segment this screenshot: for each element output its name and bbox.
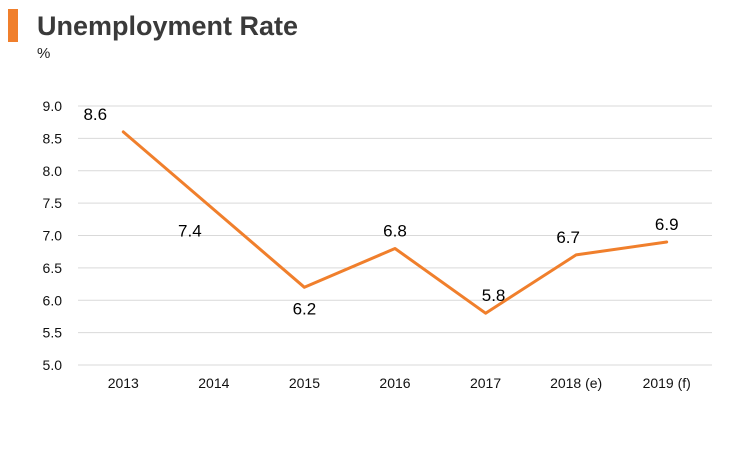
data-label: 7.4 [178,222,202,241]
y-tick-label: 6.5 [43,260,63,276]
data-label: 6.9 [655,215,679,234]
data-label: 6.7 [556,228,580,247]
x-tick-label: 2014 [198,375,229,391]
x-tick-label: 2017 [470,375,501,391]
y-tick-label: 8.0 [43,163,63,179]
y-axis-ticks: 9.0 8.5 8.0 7.5 7.0 6.5 6.0 5.5 5.0 [43,98,63,373]
series-line [121,130,669,315]
y-tick-label: 7.0 [43,228,63,244]
data-label: 6.2 [293,299,317,318]
gridlines [78,105,712,366]
title-accent-bar [8,9,18,42]
series-group [121,130,669,315]
x-tick-label: 2016 [379,375,410,391]
y-tick-label: 7.5 [43,195,63,211]
data-label: 6.8 [383,221,407,240]
data-label: 5.8 [482,286,506,305]
x-tick-label: 2018 (e) [550,375,602,391]
y-tick-label: 6.0 [43,292,63,308]
x-axis-ticks: 2013 2014 2015 2016 2017 2018 (e) 2019 (f) [108,375,691,391]
x-tick-label: 2013 [108,375,139,391]
y-tick-label: 5.0 [43,357,63,373]
chart-title: Unemployment Rate [37,11,299,41]
y-tick-label: 8.5 [43,130,63,146]
y-tick-label: 5.5 [43,325,63,341]
data-labels: 8.6 7.4 6.2 6.8 5.8 6.7 6.9 [83,105,678,318]
x-tick-label: 2019 (f) [643,375,691,391]
x-tick-label: 2015 [289,375,320,391]
data-label: 8.6 [83,105,107,124]
y-tick-label: 9.0 [43,98,63,114]
y-axis-unit-label: % [37,45,51,62]
